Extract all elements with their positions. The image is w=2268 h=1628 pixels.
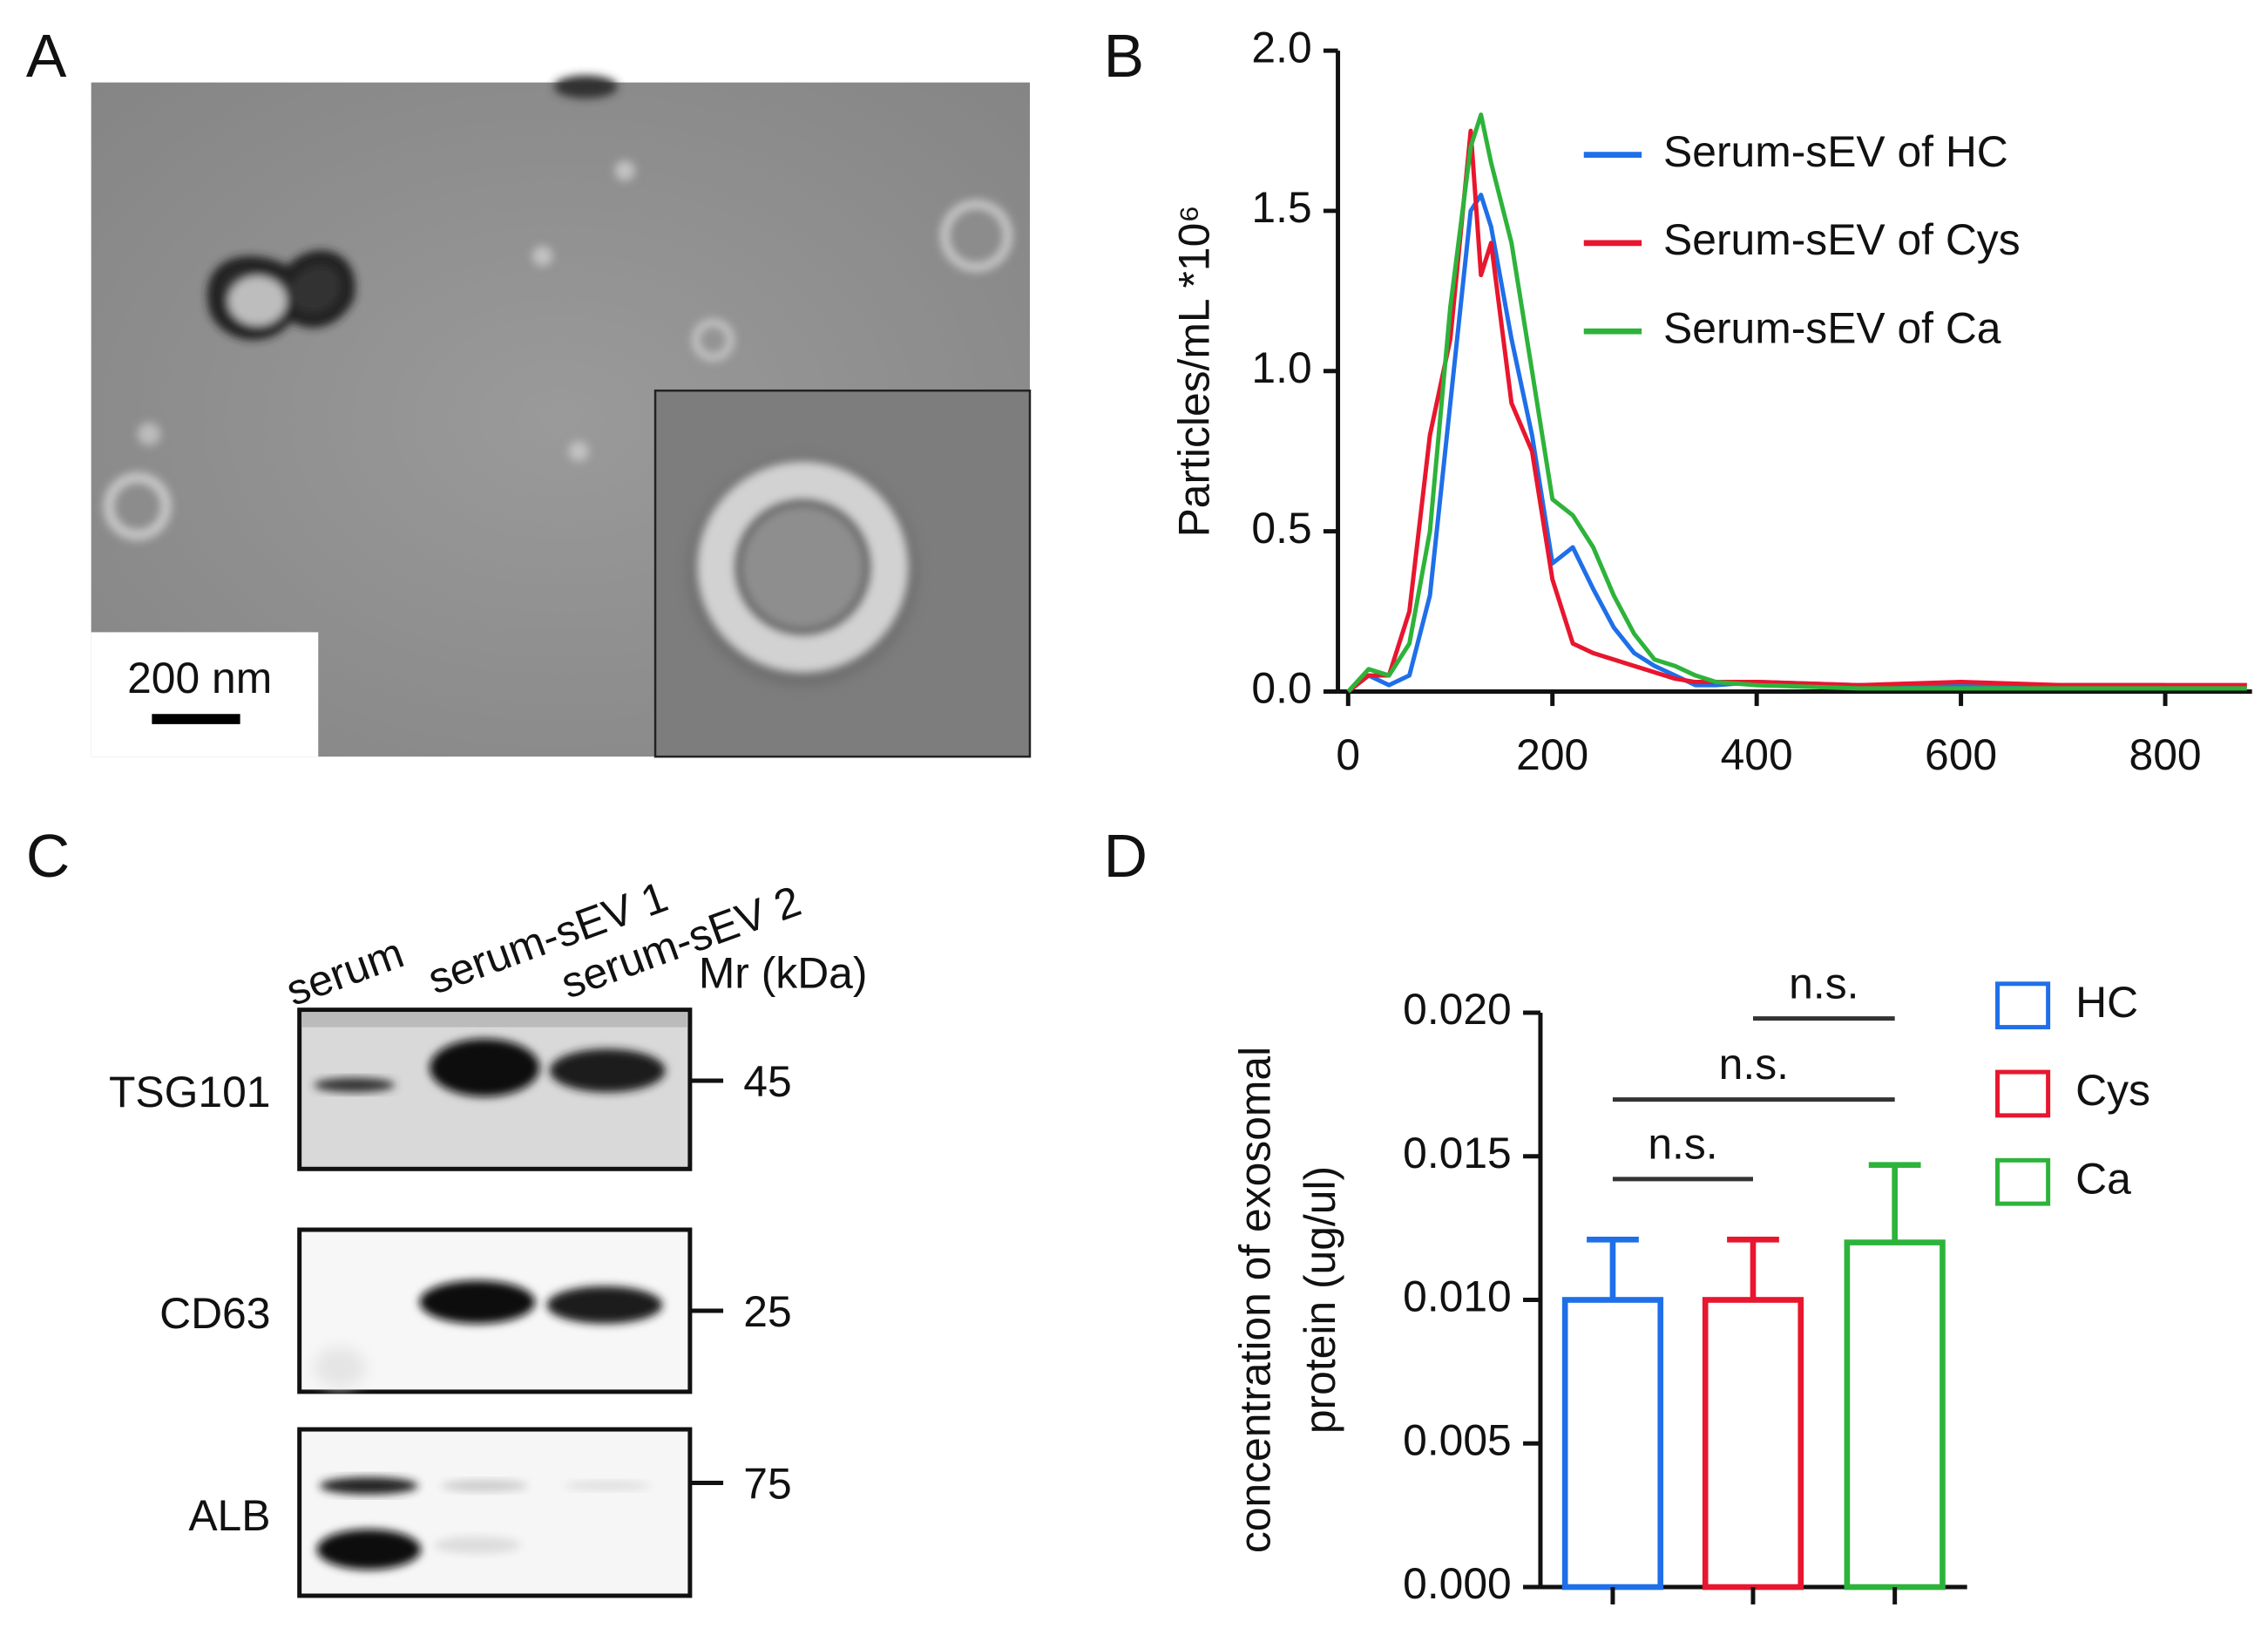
- western-blot: [297, 1007, 724, 1598]
- bar: [1702, 1297, 1804, 1591]
- legend-label: Serum-sEV of Cys: [1663, 215, 2021, 264]
- protein-label: ALB: [188, 1491, 270, 1540]
- legend-label: Serum-sEV of Ca: [1663, 303, 2001, 352]
- y-tick-label: 0.5: [1251, 504, 1311, 553]
- legend-swatch: [1995, 1157, 2051, 1206]
- legend-label: HC: [2075, 978, 2138, 1027]
- data-line: [1346, 193, 2166, 694]
- significance-label: n.s.: [1648, 1120, 1717, 1169]
- y-tick-label: 0.0: [1251, 664, 1311, 713]
- bar: [1561, 1297, 1664, 1591]
- legend-label: Serum-sEV of HC: [1663, 127, 2008, 176]
- x-tick-label: 200: [1516, 730, 1588, 779]
- y-tick-label: 0.010: [1403, 1272, 1512, 1321]
- significance-label: n.s.: [1719, 1040, 1789, 1089]
- panel-letter: D: [1104, 822, 1148, 890]
- y-tick-label: 1.0: [1251, 343, 1311, 392]
- lane-label: serum: [280, 928, 410, 1015]
- y-tick-label: 2.0: [1251, 23, 1311, 71]
- y-tick-label: 0.015: [1403, 1129, 1512, 1177]
- y-axis-label: concentration of exosomal: [1230, 1047, 1279, 1553]
- x-tick-label: 800: [2129, 730, 2201, 779]
- data-line: [1346, 128, 2247, 694]
- data-line: [1346, 112, 2247, 694]
- panel-letter: C: [26, 822, 70, 890]
- y-tick-label: 0.000: [1403, 1559, 1512, 1608]
- legend-swatch: [1995, 981, 2051, 1030]
- y-axis-label: protein (ug/ul): [1296, 1166, 1344, 1434]
- x-tick-label: 600: [1925, 730, 1997, 779]
- marker-size: 45: [743, 1057, 791, 1106]
- panel-letter: A: [26, 22, 67, 90]
- legend-label: Ca: [2075, 1154, 2131, 1203]
- panel-letter: B: [1104, 22, 1145, 90]
- legend-swatch: [1995, 1069, 2051, 1118]
- legend-label: Cys: [2075, 1066, 2150, 1115]
- y-tick-label: 1.5: [1251, 183, 1311, 232]
- bar: [1844, 1239, 1946, 1591]
- y-axis-label: Particles/mL *10⁶: [1170, 205, 1219, 537]
- micrograph: [91, 75, 1032, 758]
- marker-size: 75: [743, 1460, 791, 1509]
- protein-label: TSG101: [109, 1068, 270, 1116]
- marker-title: Mr (kDa): [699, 949, 868, 998]
- marker-size: 25: [743, 1287, 791, 1336]
- y-tick-label: 0.020: [1403, 985, 1512, 1034]
- x-tick-label: 400: [1721, 730, 1793, 779]
- x-tick-label: 0: [1336, 730, 1360, 779]
- scale-bar-label: 200 nm: [127, 654, 272, 702]
- significance-label: n.s.: [1789, 959, 1858, 1007]
- y-tick-label: 0.005: [1403, 1415, 1512, 1464]
- protein-label: CD63: [159, 1289, 270, 1338]
